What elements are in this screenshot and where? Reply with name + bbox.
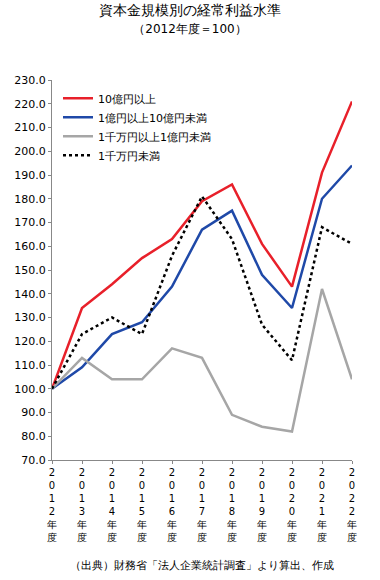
- svg-text:2016年度: 2016年度: [167, 467, 177, 543]
- svg-text:資本金規模別の経常利益水準（2012年度＝100）: 資本金規模別の経常利益水準（2012年度＝100）: [99, 2, 281, 36]
- svg-text:2015年度: 2015年度: [137, 467, 147, 543]
- svg-text:160.0: 160.0: [14, 240, 46, 253]
- svg-text:1千万円未満: 1千万円未満: [98, 150, 160, 163]
- svg-text:1千万円以上1億円未満: 1千万円以上1億円未満: [98, 131, 211, 144]
- svg-text:2017年度: 2017年度: [197, 467, 207, 543]
- svg-text:10億円以上: 10億円以上: [98, 93, 156, 106]
- svg-text:90.0: 90.0: [21, 406, 46, 419]
- svg-text:190.0: 190.0: [14, 169, 46, 182]
- svg-text:200.0: 200.0: [14, 145, 46, 158]
- svg-text:2021年度: 2021年度: [317, 467, 327, 543]
- svg-text:100.0: 100.0: [14, 383, 46, 396]
- svg-text:220.0: 220.0: [14, 98, 46, 111]
- svg-text:80.0: 80.0: [21, 430, 46, 443]
- svg-text:2013年度: 2013年度: [77, 467, 87, 543]
- svg-text:2020年度: 2020年度: [287, 467, 297, 543]
- svg-text:170.0: 170.0: [14, 216, 46, 229]
- svg-text:230.0: 230.0: [14, 74, 46, 87]
- svg-text:180.0: 180.0: [14, 193, 46, 206]
- svg-text:120.0: 120.0: [14, 335, 46, 348]
- svg-text:70.0: 70.0: [21, 454, 46, 467]
- svg-text:2012年度: 2012年度: [47, 467, 57, 543]
- svg-text:130.0: 130.0: [14, 311, 46, 324]
- svg-text:210.0: 210.0: [14, 121, 46, 134]
- svg-text:1億円以上10億円未満: 1億円以上10億円未満: [98, 112, 207, 125]
- svg-text:2014年度: 2014年度: [107, 467, 117, 543]
- svg-text:2019年度: 2019年度: [257, 467, 267, 543]
- svg-text:150.0: 150.0: [14, 264, 46, 277]
- svg-text:（出典）財務省「法人企業統計調査」より算出、作成: （出典）財務省「法人企業統計調査」より算出、作成: [70, 559, 334, 572]
- svg-text:2022年度: 2022年度: [347, 467, 357, 543]
- svg-text:2018年度: 2018年度: [227, 467, 237, 543]
- svg-text:140.0: 140.0: [14, 288, 46, 301]
- svg-text:110.0: 110.0: [14, 359, 46, 372]
